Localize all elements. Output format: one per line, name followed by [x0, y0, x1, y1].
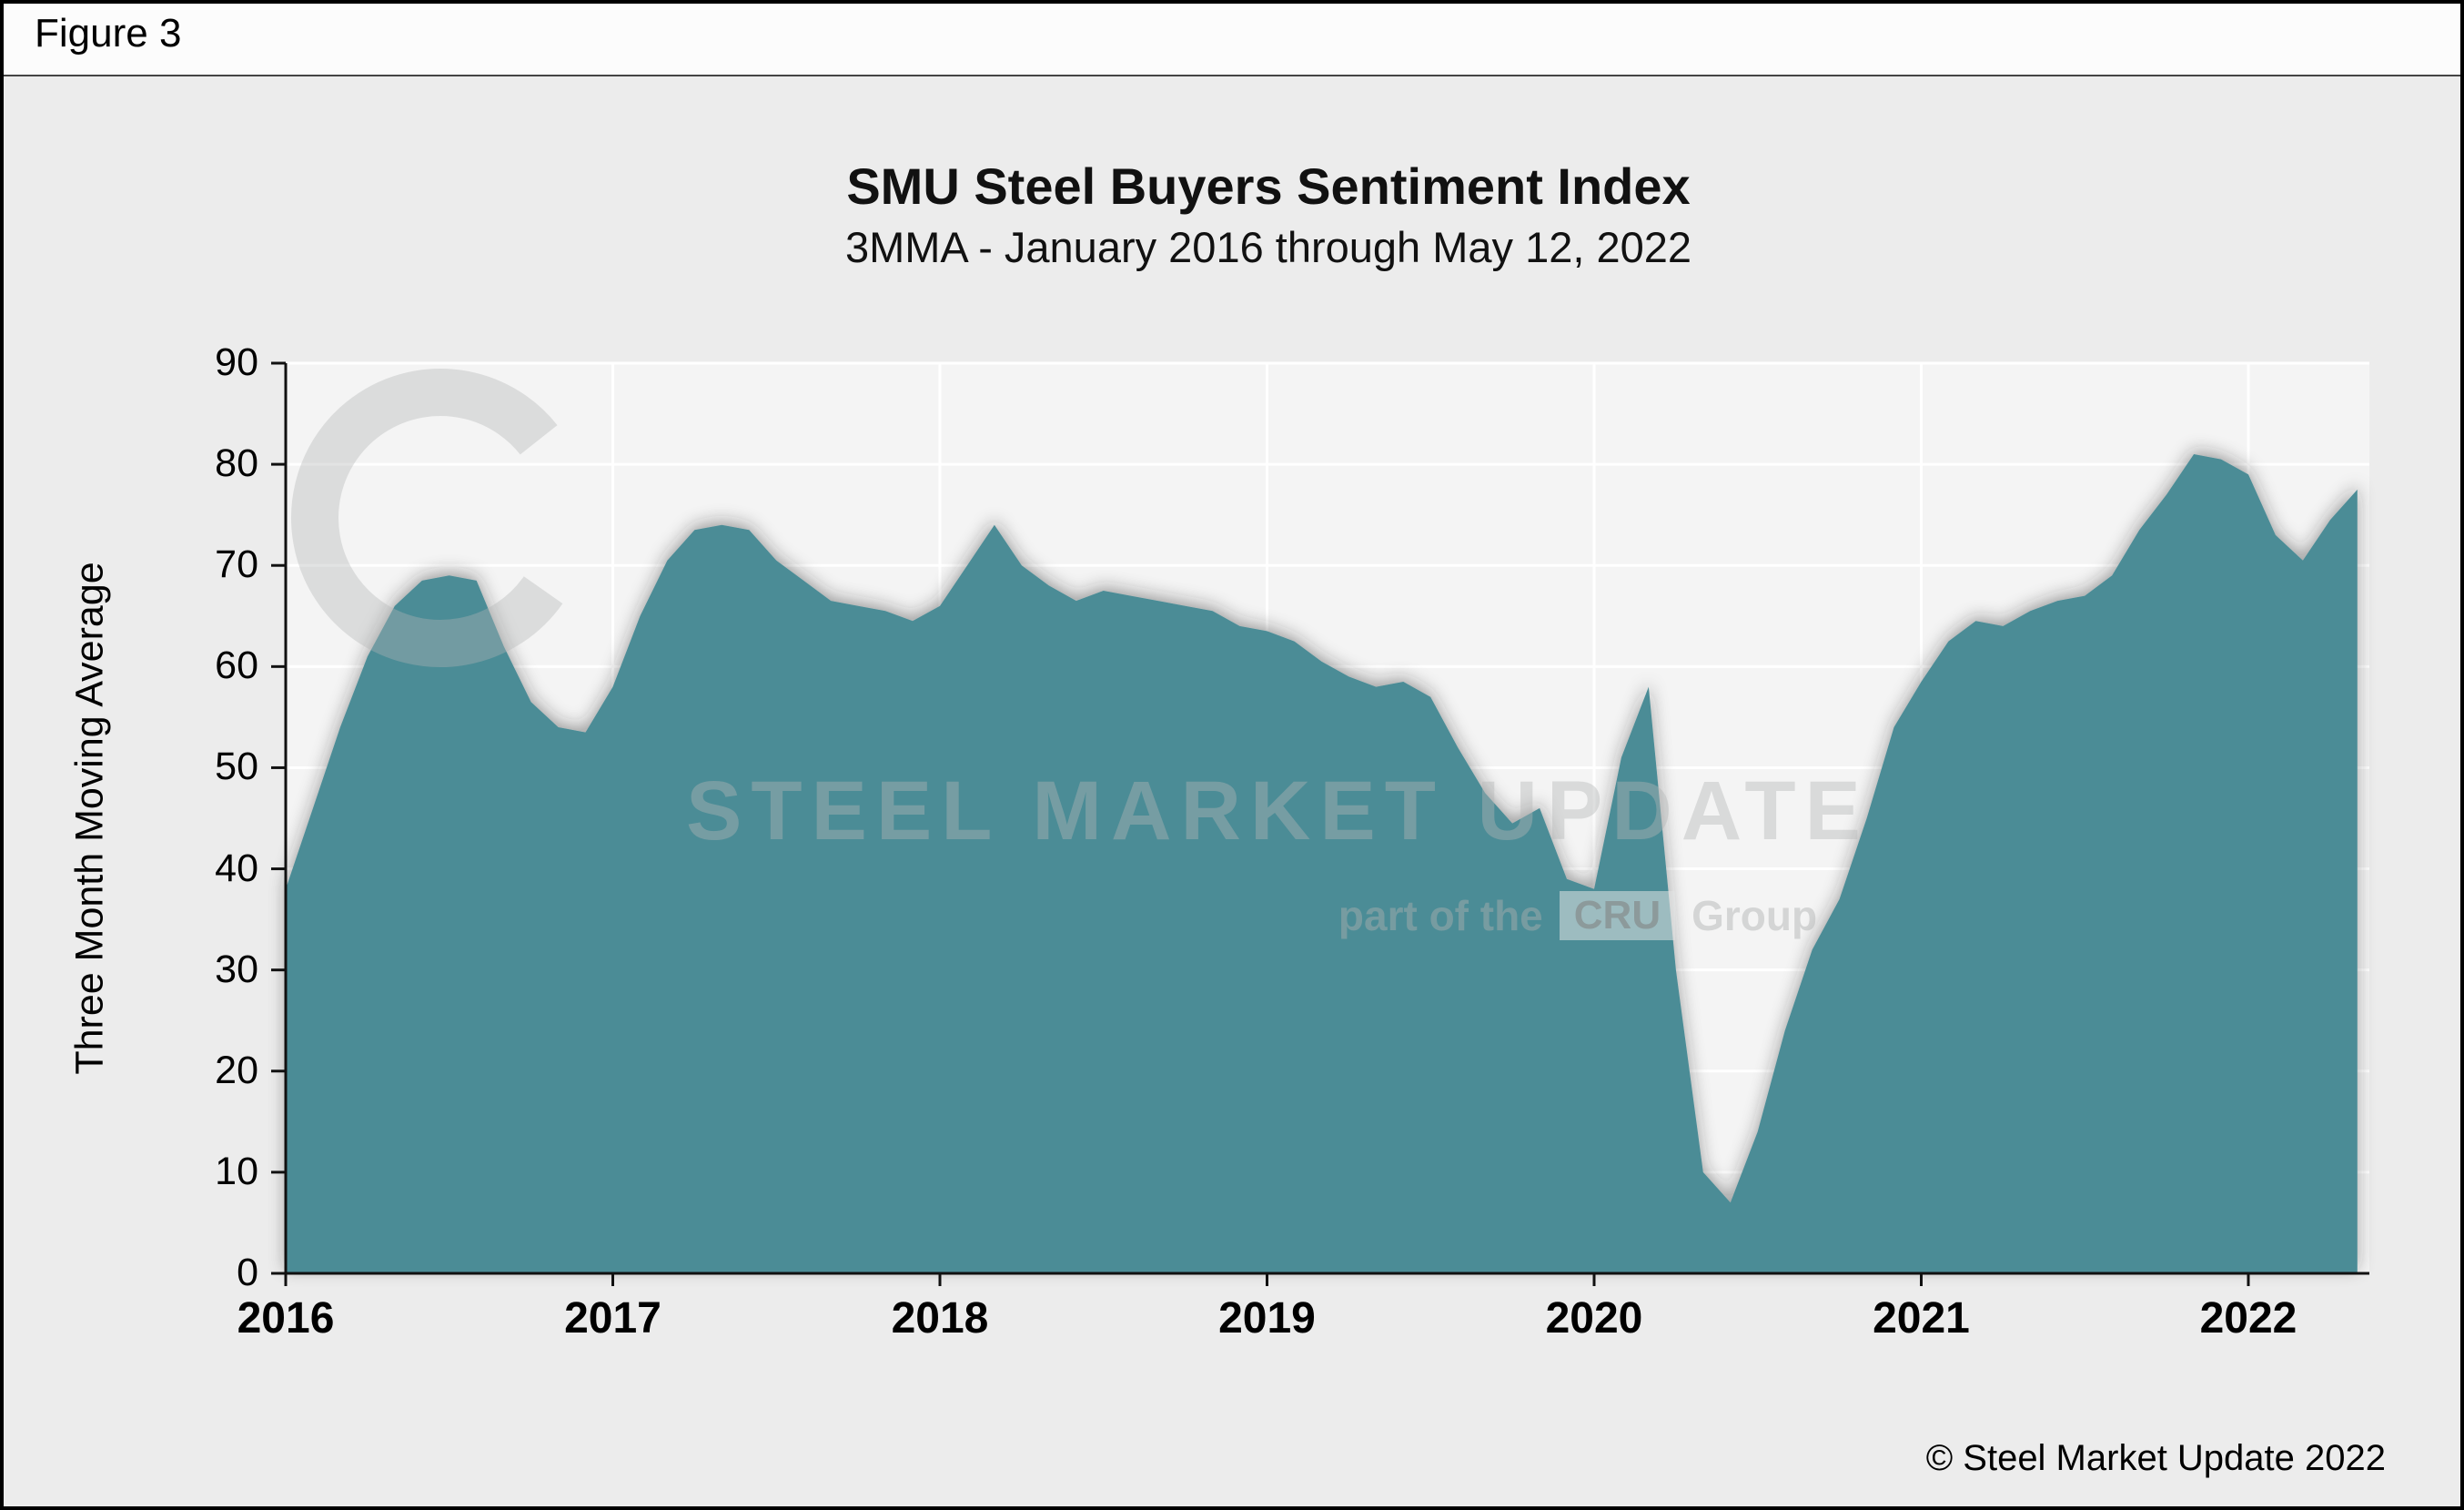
x-tick-label: 2020: [1545, 1294, 1643, 1343]
y-tick-label: 20: [215, 1048, 258, 1092]
x-tick-label: 2016: [237, 1294, 335, 1343]
y-tick-label: 60: [215, 644, 258, 688]
x-tick-label: 2017: [564, 1294, 661, 1343]
y-tick-label: 40: [215, 846, 258, 890]
chart-subtitle: 3MMA - January 2016 through May 12, 2022: [844, 223, 1692, 271]
figure-header: Figure 3: [4, 4, 2460, 76]
y-tick-label: 30: [215, 947, 258, 991]
plot-area: STEEL MARKET UPDATE part of the CRU Grou…: [271, 361, 2369, 1286]
chart-title: SMU Steel Buyers Sentiment Index: [846, 157, 1691, 215]
y-axis-title: Three Month Moving Average: [67, 562, 112, 1075]
figure-label: Figure 3: [35, 11, 182, 56]
y-tick-label: 50: [215, 745, 258, 789]
chart-panel: SMU Steel Buyers Sentiment Index 3MMA - …: [4, 76, 2460, 1506]
x-tick-label: 2021: [1873, 1294, 1970, 1343]
copyright-notice: © Steel Market Update 2022: [1925, 1438, 2386, 1478]
sentiment-area-chart: [271, 361, 2369, 1286]
y-tick-label: 80: [215, 441, 258, 486]
y-tick-label: 90: [215, 340, 258, 384]
x-tick-label: 2022: [2199, 1294, 2297, 1343]
y-tick-label: 10: [215, 1149, 258, 1193]
y-tick-label: 70: [215, 542, 258, 587]
y-tick-label: 0: [237, 1251, 258, 1294]
x-tick-label: 2019: [1218, 1294, 1316, 1343]
x-tick-label: 2018: [891, 1294, 989, 1343]
